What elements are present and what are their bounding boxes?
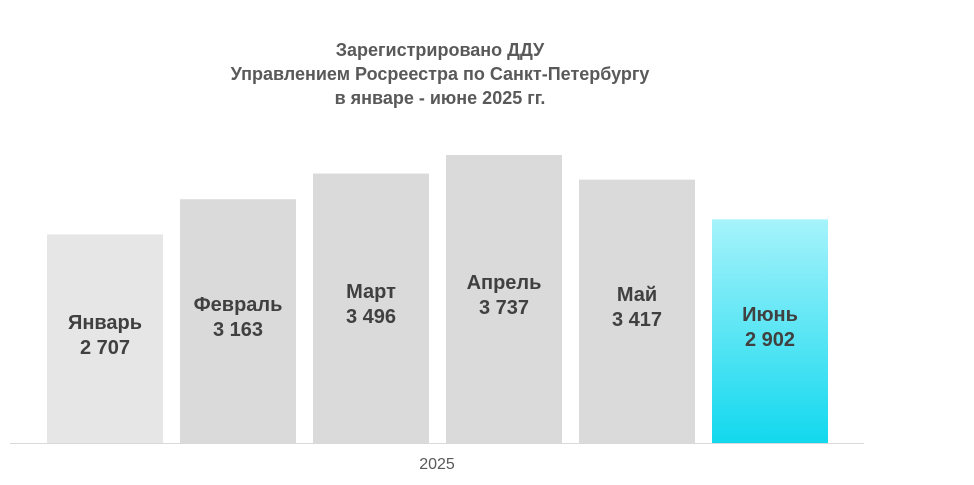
category-label: Март <box>346 281 396 304</box>
bar-label-4: Апрель 3 737 <box>446 271 562 321</box>
category-label: Май <box>616 284 658 307</box>
value-label: 2 707 <box>79 336 131 359</box>
bar-5 <box>579 179 695 443</box>
bar-label-2: Февраль 3 163 <box>180 293 296 343</box>
x-axis-group-label: 2025 <box>419 456 455 473</box>
bar-1 <box>47 234 163 443</box>
category-label: Февраль <box>193 294 283 317</box>
chart-title-line-3: в январе - июне 2025 гг. <box>334 88 546 108</box>
bar-label-1: Январь 2 707 <box>47 311 163 361</box>
bar-3 <box>313 173 429 443</box>
bar-2 <box>180 199 296 443</box>
category-label: Апрель <box>466 272 542 294</box>
category-label: Январь <box>67 311 143 334</box>
value-label: 3 417 <box>611 309 663 332</box>
value-label: 3 163 <box>212 319 264 342</box>
bar-label-3: Март 3 496 <box>313 280 429 330</box>
bar-label-6: Июнь 2 902 <box>712 303 828 353</box>
chart-title-line-1: Зарегистрировано ДДУ <box>335 40 545 60</box>
bar-4 <box>446 155 562 443</box>
value-label: 3 496 <box>345 306 397 329</box>
value-label: 2 902 <box>744 329 796 352</box>
chart-title: Зарегистрировано ДДУ Управлением Росреес… <box>0 38 880 110</box>
chart-title-line-2: Управлением Росреестра по Санкт-Петербур… <box>230 64 650 84</box>
category-label: Июнь <box>742 304 798 327</box>
bar-label-5: Май 3 417 <box>579 283 695 333</box>
bar-6 <box>712 219 828 443</box>
value-label: 3 737 <box>478 297 530 319</box>
